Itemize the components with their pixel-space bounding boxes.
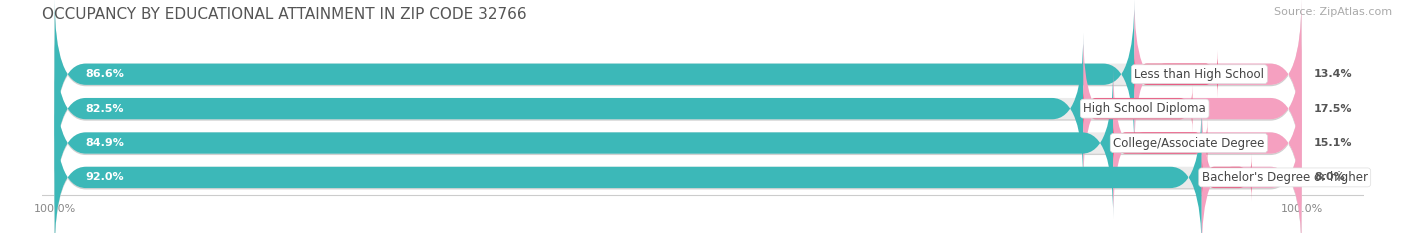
Text: 82.5%: 82.5% xyxy=(86,104,124,114)
FancyBboxPatch shape xyxy=(55,102,1202,233)
FancyBboxPatch shape xyxy=(1083,85,1192,132)
FancyBboxPatch shape xyxy=(55,33,1302,184)
FancyBboxPatch shape xyxy=(1202,102,1302,233)
FancyBboxPatch shape xyxy=(55,68,1302,218)
FancyBboxPatch shape xyxy=(55,0,1302,151)
FancyBboxPatch shape xyxy=(55,103,1302,233)
Text: College/Associate Degree: College/Associate Degree xyxy=(1114,137,1264,150)
Text: 8.0%: 8.0% xyxy=(1315,172,1344,182)
FancyBboxPatch shape xyxy=(1135,51,1218,98)
FancyBboxPatch shape xyxy=(55,69,1302,220)
Text: 84.9%: 84.9% xyxy=(86,138,125,148)
Text: OCCUPANCY BY EDUCATIONAL ATTAINMENT IN ZIP CODE 32766: OCCUPANCY BY EDUCATIONAL ATTAINMENT IN Z… xyxy=(42,7,527,22)
FancyBboxPatch shape xyxy=(55,0,1135,150)
Text: Less than High School: Less than High School xyxy=(1135,68,1264,81)
Text: 17.5%: 17.5% xyxy=(1315,104,1353,114)
FancyBboxPatch shape xyxy=(1202,154,1251,201)
FancyBboxPatch shape xyxy=(1083,33,1302,184)
Text: High School Diploma: High School Diploma xyxy=(1083,102,1206,115)
Text: Source: ZipAtlas.com: Source: ZipAtlas.com xyxy=(1274,7,1392,17)
Text: 86.6%: 86.6% xyxy=(86,69,125,79)
FancyBboxPatch shape xyxy=(1114,68,1302,218)
Text: 15.1%: 15.1% xyxy=(1315,138,1353,148)
FancyBboxPatch shape xyxy=(1135,0,1302,150)
FancyBboxPatch shape xyxy=(55,68,1114,218)
FancyBboxPatch shape xyxy=(55,33,1083,184)
FancyBboxPatch shape xyxy=(55,0,1302,150)
FancyBboxPatch shape xyxy=(55,102,1302,233)
FancyBboxPatch shape xyxy=(1114,119,1208,167)
Text: 92.0%: 92.0% xyxy=(86,172,125,182)
Text: Bachelor's Degree or higher: Bachelor's Degree or higher xyxy=(1202,171,1368,184)
Text: 13.4%: 13.4% xyxy=(1315,69,1353,79)
FancyBboxPatch shape xyxy=(55,35,1302,185)
